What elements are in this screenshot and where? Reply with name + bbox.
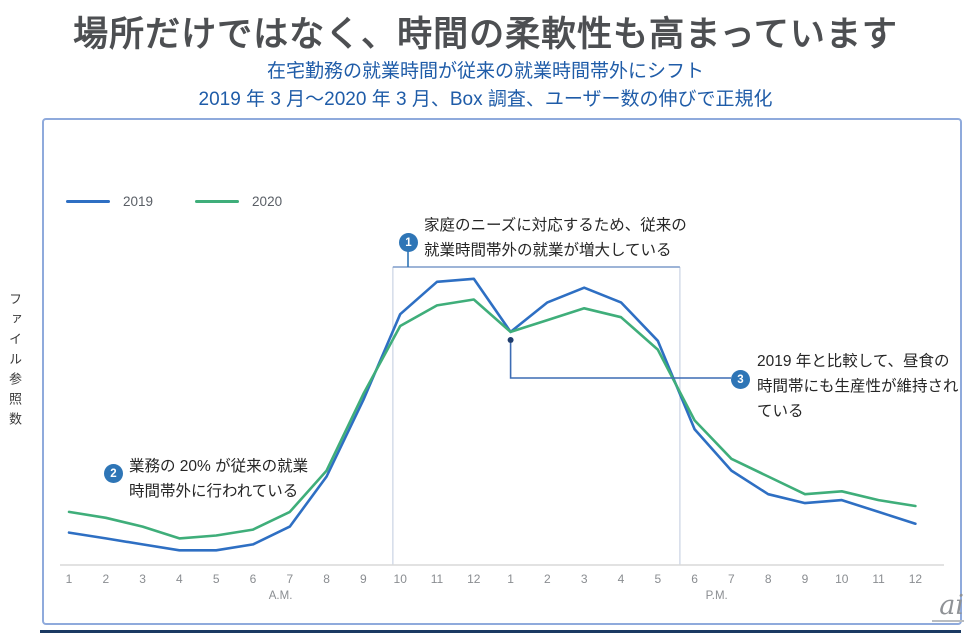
x-tick-label: 9 (802, 572, 809, 586)
line-series-2020 (67, 298, 917, 540)
x-tick-label: 4 (176, 572, 183, 586)
x-tick-label: 7 (286, 572, 293, 586)
x-tick-label: 11 (872, 572, 885, 586)
footer-rule (40, 630, 961, 633)
brand-logo: ai (926, 590, 964, 622)
lunch-dip-marker (507, 336, 514, 343)
annotation-3-number-badge: 3 (731, 370, 750, 389)
page-title: 場所だけではなく、時間の柔軟性も高まっています (73, 15, 898, 54)
am-period-label: A.M. (269, 590, 293, 602)
annotation-1-text-line: 家庭のニーズに対応するため、従来の (424, 217, 687, 234)
annotation-1-text-line: 就業時間帯外の就業が増大している (424, 242, 672, 259)
legend-swatch-2019 (66, 200, 110, 203)
x-tick-label: 3 (139, 572, 146, 586)
annotation-1-number-badge: 1 (399, 233, 418, 252)
x-tick-label: 5 (213, 572, 220, 586)
x-tick-label: 4 (618, 572, 625, 586)
x-tick-label: 9 (360, 572, 367, 586)
subtitle-line-2: 2019 年 3 月～2020 年 3 月、Box 調査、ユーザー数の伸びで正規… (198, 89, 773, 110)
x-tick-label: 7 (728, 572, 735, 586)
x-tick-label: 1 (507, 572, 514, 586)
annotation-3-text-line: ている (757, 403, 804, 420)
y-axis-label: ファイル参照数 (7, 292, 22, 432)
legend-item-2020: 2020 (195, 194, 282, 209)
x-tick-label: 10 (394, 572, 408, 586)
annotation-3-text-line: 時間帯にも生産性が維持され (757, 378, 959, 395)
x-tick-label: 8 (323, 572, 330, 586)
x-tick-label: 2 (102, 572, 109, 586)
x-tick-label: 10 (835, 572, 849, 586)
annotation-2-text-line: 業務の 20% が従来の就業 (129, 458, 309, 475)
x-tick-label: 5 (654, 572, 661, 586)
pm-period-label: P.M. (706, 590, 728, 602)
chart-card: 1 2 3 4 5 6 7 8 9 10 11 12 1 2 3 4 5 6 7 8 9 10 11 12 A.M. P.M. 2… (42, 118, 962, 625)
legend-label-2019: 2019 (123, 194, 154, 209)
line-series-2019 (67, 277, 917, 552)
x-tick-label: 2 (544, 572, 551, 586)
legend-swatch-2020 (195, 200, 240, 203)
brand-logo-text: ai (939, 590, 964, 621)
x-tick-label: 8 (765, 572, 772, 586)
legend-item-2019: 2019 (66, 194, 153, 209)
annotation-3-text-line: 2019 年と比較して、昼食の (757, 353, 950, 370)
x-tick-label: 6 (691, 572, 698, 586)
annotation-2-text-line: 時間帯外に行われている (129, 483, 299, 500)
annotation-2-number-badge: 2 (104, 464, 123, 483)
x-tick-label: 6 (250, 572, 257, 586)
x-tick-label: 1 (66, 572, 73, 586)
chart-legend: 2019 2020 (66, 194, 282, 209)
x-tick-label: 11 (431, 572, 444, 586)
x-tick-label: 12 (467, 572, 481, 586)
annotation-3-connector (509, 342, 731, 379)
brand-logo-microtext (932, 620, 964, 622)
x-tick-label: 12 (909, 572, 923, 586)
x-tick-label: 3 (581, 572, 588, 586)
legend-label-2020: 2020 (252, 194, 283, 209)
subtitle-line-1: 在宅勤務の就業時間が従来の就業時間帯外にシフト (266, 61, 704, 82)
line-chart: 1 2 3 4 5 6 7 8 9 10 11 12 1 2 3 4 5 6 7 8 9 10 11 12A.M. P.M. (60, 251, 944, 602)
